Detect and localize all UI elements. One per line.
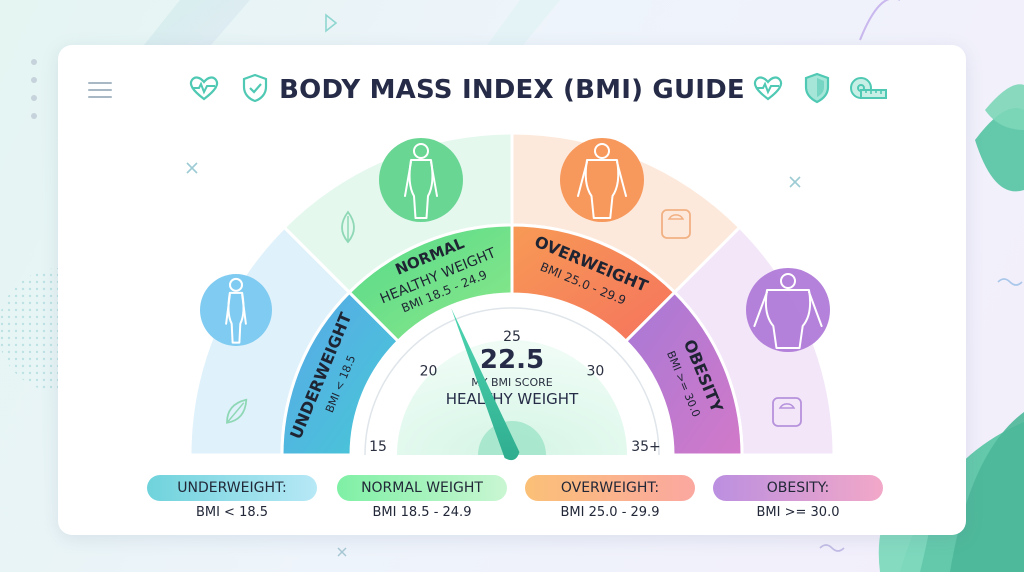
obesity-figure-icon bbox=[746, 268, 830, 352]
legend-underweight-label: UNDERWEIGHT: bbox=[147, 475, 317, 501]
legend-obesity-label: OBESITY: bbox=[713, 475, 883, 501]
sparkle-icon bbox=[789, 176, 801, 188]
legend-overweight-label: OVERWEIGHT: bbox=[525, 475, 695, 501]
gauge-tick-label: 35+ bbox=[631, 439, 661, 455]
bmi-score-value: 22.5 bbox=[480, 345, 544, 375]
overweight-figure-icon bbox=[560, 138, 644, 222]
heart-pulse-icon bbox=[753, 76, 783, 101]
sparkle-icon bbox=[186, 162, 198, 174]
scale-icon bbox=[772, 397, 802, 427]
gauge-tick-label: 20 bbox=[420, 364, 438, 380]
normal-figure-icon bbox=[379, 138, 463, 222]
gauge-tick-label: 25 bbox=[503, 329, 521, 345]
legend-normal-label: NORMAL WEIGHT bbox=[337, 475, 507, 501]
scale-icon bbox=[661, 209, 691, 239]
gauge-tick-label: 15 bbox=[369, 439, 387, 455]
gauge-center bbox=[397, 340, 627, 455]
shield-icon bbox=[804, 72, 830, 104]
heart-pulse-icon bbox=[189, 76, 219, 101]
bmi-score-label: MY BMI SCORE bbox=[471, 376, 552, 389]
leaf-icon bbox=[341, 210, 355, 244]
band-obesity bbox=[623, 290, 744, 457]
gauge-needle bbox=[451, 308, 520, 461]
measuring-tape-icon bbox=[850, 77, 887, 99]
legend-normal-range: BMI 18.5 - 24.9 bbox=[372, 505, 472, 520]
legend-obesity-range: BMI >= 30.0 bbox=[756, 505, 840, 520]
legend-underweight-range: BMI < 18.5 bbox=[195, 505, 269, 520]
menu-icon[interactable] bbox=[88, 80, 114, 100]
page-title: BODY MASS INDEX (BMI) GUIDE bbox=[279, 75, 745, 105]
underweight-figure-icon bbox=[200, 274, 272, 346]
bmi-score-category: HEALTHY WEIGHT bbox=[446, 390, 579, 408]
gauge-tick-label: 30 bbox=[587, 364, 605, 380]
leaf-icon bbox=[226, 398, 248, 424]
shield-check-icon bbox=[242, 73, 268, 103]
legend-overweight-range: BMI 25.0 - 29.9 bbox=[560, 505, 660, 520]
